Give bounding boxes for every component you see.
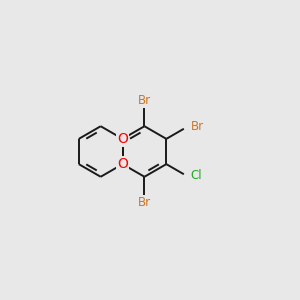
Text: Br: Br	[190, 120, 203, 133]
Text: Cl: Cl	[190, 169, 202, 182]
Text: O: O	[117, 132, 128, 146]
Text: Br: Br	[138, 196, 151, 208]
Text: O: O	[117, 157, 128, 171]
Text: Br: Br	[138, 94, 151, 107]
